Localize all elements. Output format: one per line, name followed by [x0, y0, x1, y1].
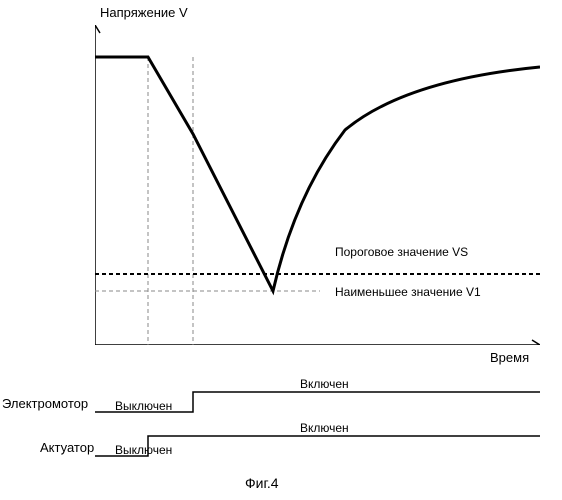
y-axis-label: Напряжение V — [100, 5, 188, 20]
figure-caption: Фиг.4 — [245, 475, 279, 491]
actuator-on-label: Включен — [300, 421, 349, 435]
motor-off-label: Выключен — [115, 399, 172, 413]
x-axis-label: Время — [490, 350, 529, 365]
actuator-off-label: Выключен — [115, 443, 172, 457]
threshold-label: Пороговое значение VS — [335, 245, 468, 259]
min-value-label: Наименьшее значение V1 — [335, 285, 481, 299]
voltage-curve — [95, 57, 540, 291]
motor-on-label: Включен — [300, 377, 349, 391]
actuator-label: Актуатор — [40, 440, 94, 455]
motor-label: Электромотор — [2, 396, 88, 411]
